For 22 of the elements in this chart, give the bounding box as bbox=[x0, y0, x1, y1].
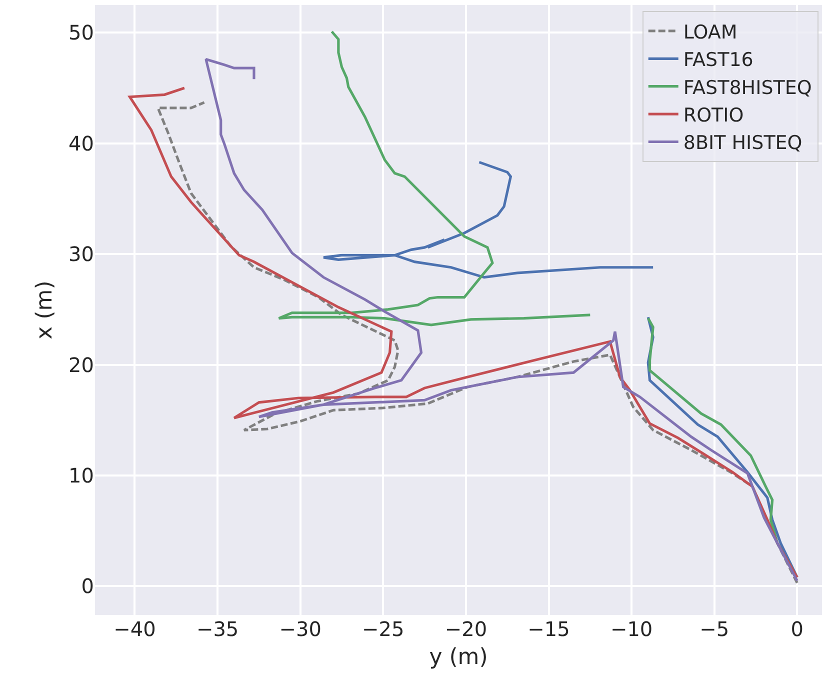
y-tick-label: 40 bbox=[68, 131, 94, 156]
x-tick-label: −15 bbox=[528, 617, 570, 641]
legend-label: LOAM bbox=[683, 21, 738, 44]
x-tick-label: −20 bbox=[444, 617, 488, 641]
x-tick-label: −30 bbox=[279, 617, 322, 641]
x-tick-label: 0 bbox=[790, 617, 804, 641]
y-tick-label: 30 bbox=[68, 242, 94, 266]
x-tick-label: −25 bbox=[362, 617, 404, 641]
x-tick-label: −35 bbox=[196, 617, 239, 641]
y-tick-label: 10 bbox=[68, 464, 94, 488]
y-tick-label: 50 bbox=[68, 20, 94, 45]
legend-label: ROTIO bbox=[683, 104, 744, 126]
x-axis-title: y (m) bbox=[429, 644, 488, 670]
y-tick-label: 20 bbox=[68, 352, 94, 377]
x-tick-label: −5 bbox=[700, 617, 730, 641]
legend-label: 8BIT HISTEQ bbox=[683, 132, 802, 154]
x-tick-label: −40 bbox=[114, 617, 156, 641]
x-tick-label: −10 bbox=[610, 617, 653, 641]
y-axis-title: x (m) bbox=[32, 280, 58, 340]
legend-label: FAST8HISTEQ bbox=[683, 76, 812, 99]
legend-label: FAST16 bbox=[683, 49, 754, 72]
y-tick-label: 0 bbox=[81, 574, 94, 598]
